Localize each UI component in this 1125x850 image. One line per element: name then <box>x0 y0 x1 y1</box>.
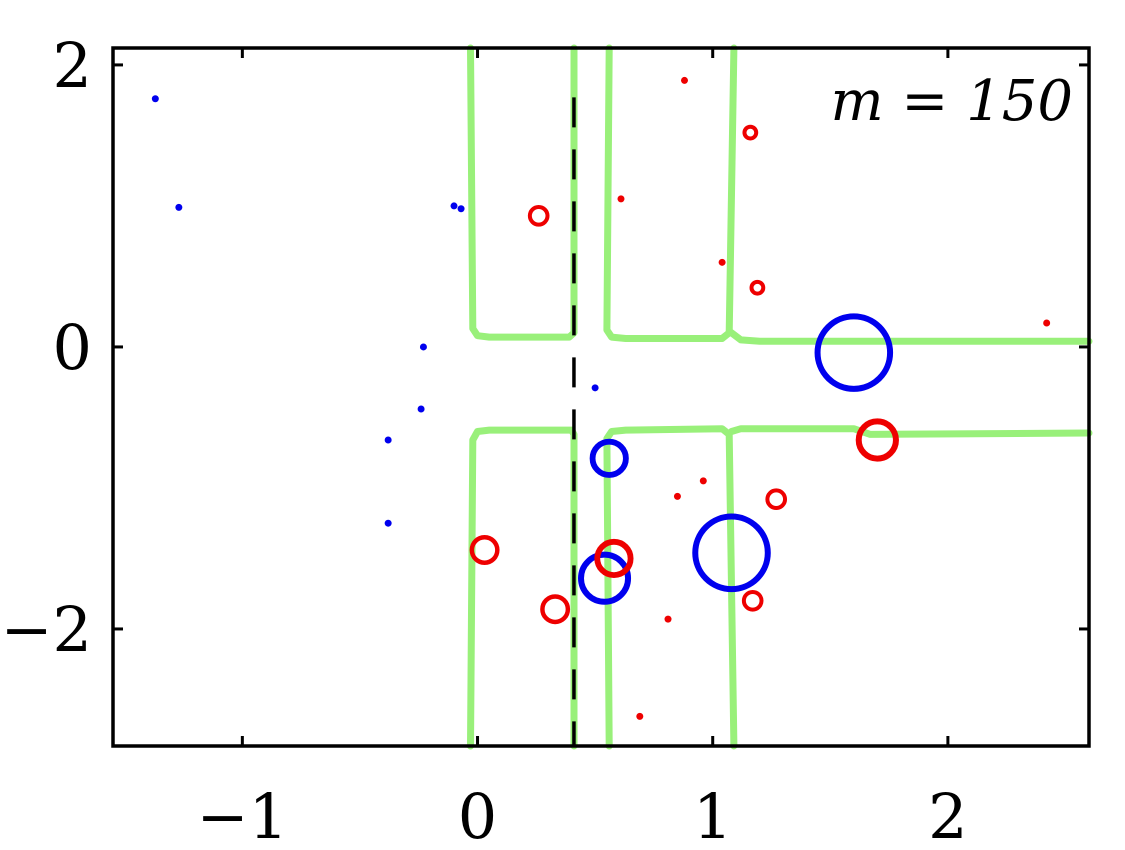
blue-point-2 <box>175 203 183 211</box>
boundary-segment-4 <box>467 426 578 750</box>
blue-point-10 <box>589 438 629 478</box>
red-point-14 <box>540 594 571 625</box>
y-tick-label: 2 <box>53 29 92 102</box>
blue-point-5 <box>419 343 427 351</box>
red-point-2 <box>742 124 759 141</box>
x-tick-label: 0 <box>458 780 497 850</box>
x-tick-label: 2 <box>928 780 967 850</box>
blue-point-7 <box>384 436 392 444</box>
data-points <box>151 76 1051 720</box>
red-point-6 <box>749 279 766 296</box>
red-point-8 <box>855 418 899 462</box>
blue-point-9 <box>591 384 599 392</box>
red-point-5 <box>718 258 726 266</box>
decision-boundary <box>467 44 1093 750</box>
boundary-segment-1 <box>467 44 578 341</box>
blue-point-13 <box>814 313 894 392</box>
x-tick-label: 1 <box>693 780 732 850</box>
red-point-7 <box>1043 319 1051 327</box>
y-tick-label: 0 <box>53 311 92 384</box>
boundary-segment-5 <box>603 425 738 750</box>
red-point-12 <box>469 535 500 565</box>
red-point-11 <box>765 488 788 511</box>
boundary-segment-6 <box>728 425 1093 438</box>
red-point-1 <box>680 76 688 84</box>
y-tick-label: −2 <box>1 593 92 666</box>
red-point-15 <box>664 615 672 623</box>
blue-point-1 <box>151 95 159 103</box>
blue-point-3 <box>450 202 458 210</box>
tick-labels: −1 0 1 2 −2 0 2 <box>1 29 968 850</box>
blue-point-6 <box>417 405 425 413</box>
red-point-13 <box>594 538 634 579</box>
red-point-4 <box>617 195 625 203</box>
boundary-segment-2 <box>603 44 738 342</box>
red-point-9 <box>699 477 707 485</box>
x-tick-label: −1 <box>197 780 288 850</box>
sample-size-annotation: m = 150 <box>830 69 1073 134</box>
blue-point-4 <box>457 205 465 213</box>
blue-point-12 <box>692 513 771 593</box>
blue-point-11 <box>578 551 632 605</box>
boundary-segment-3 <box>728 329 1093 345</box>
red-point-16 <box>741 589 764 612</box>
plot-frame <box>111 46 1091 748</box>
red-point-10 <box>673 492 681 500</box>
blue-point-8 <box>384 519 392 527</box>
red-point-3 <box>527 204 550 227</box>
red-point-17 <box>636 712 644 720</box>
axes <box>111 46 1091 748</box>
